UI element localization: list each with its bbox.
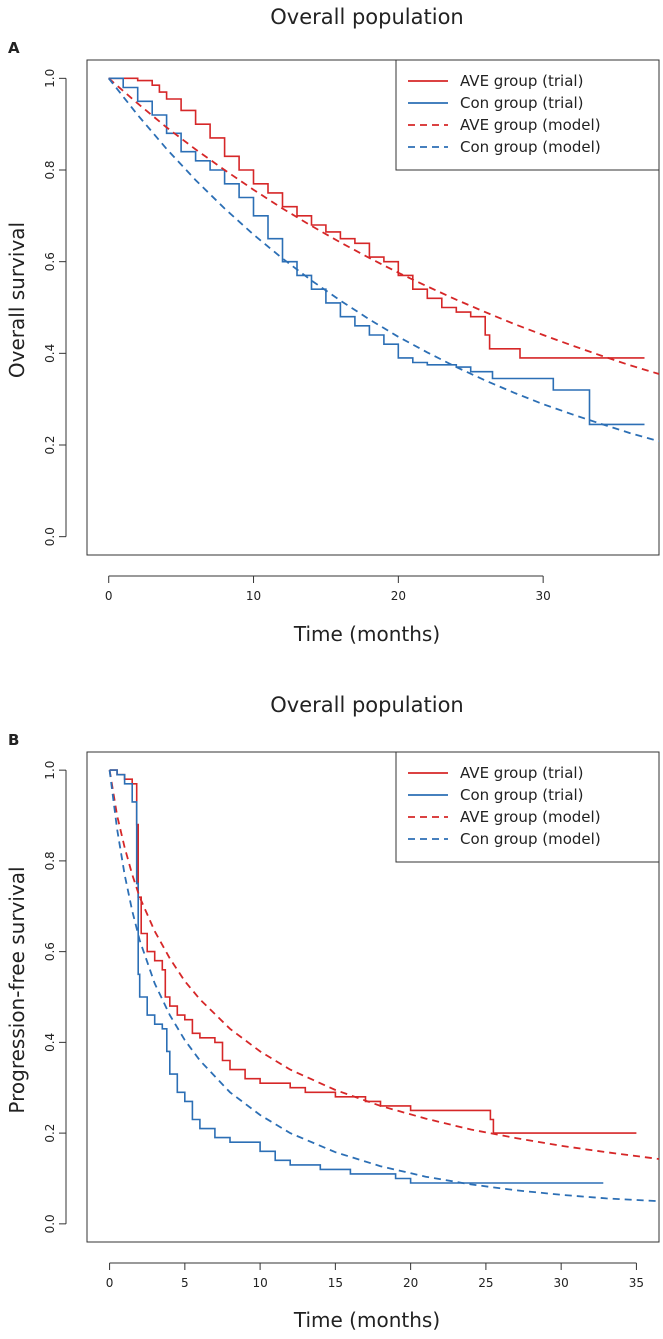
series-line-ave-group-trial	[109, 769, 637, 1134]
series-group	[107, 77, 659, 443]
legend-box	[395, 751, 660, 863]
panel-label-b: B	[8, 731, 19, 749]
y-tick-label: 0.2	[43, 1124, 57, 1143]
series-line-ave-group-model	[108, 769, 659, 1160]
chart-title: Overall population	[270, 5, 463, 29]
x-tick-label: 10	[246, 589, 261, 603]
legend-label: Con group (trial)	[460, 94, 584, 112]
legend-label: Con group (model)	[460, 138, 601, 156]
x-tick-label: 30	[554, 1276, 569, 1290]
y-tick-label: 0.6	[43, 942, 57, 961]
x-tick-label: 10	[252, 1276, 267, 1290]
x-tick-label: 35	[629, 1276, 644, 1290]
y-tick-label: 0.2	[43, 435, 57, 454]
y-tick-label: 0.0	[43, 527, 57, 546]
y-tick-label: 1.0	[43, 69, 57, 88]
legend: AVE group (trial) Con group (trial) AVE gr…	[395, 751, 660, 863]
legend-label: AVE group (model)	[460, 808, 601, 826]
legend-label: AVE group (trial)	[460, 764, 583, 782]
panel-label-a: A	[8, 39, 20, 57]
panel-b: B Overall population Time (months) Progr…	[5, 693, 660, 1332]
legend: AVE group (trial) Con group (trial) AVE gr…	[395, 59, 660, 171]
y-tick-label: 0.4	[43, 344, 57, 363]
plot-area	[86, 751, 660, 1243]
series-line-ave-group-trial	[108, 77, 645, 359]
chart-title: Overall population	[270, 693, 463, 717]
x-tick-label: 30	[536, 589, 551, 603]
y-tick-label: 0.0	[43, 1214, 57, 1233]
x-tick-label: 15	[328, 1276, 343, 1290]
series-line-con-group-model	[107, 77, 659, 443]
y-tick-label: 0.8	[43, 851, 57, 870]
legend-label: AVE group (model)	[460, 116, 601, 134]
x-axis-label: Time (months)	[293, 1308, 440, 1332]
series-group	[108, 769, 659, 1203]
legend-label: Con group (trial)	[460, 786, 584, 804]
x-tick-label: 20	[403, 1276, 418, 1290]
y-tick-label: 1.0	[43, 761, 57, 780]
y-tick-label: 0.6	[43, 252, 57, 271]
x-tick-label: 0	[105, 589, 113, 603]
x-tick-label: 20	[391, 589, 406, 603]
x-tick-label: 25	[478, 1276, 493, 1290]
plot-area	[86, 59, 660, 556]
y-axis-label: Progression-free survival	[5, 866, 29, 1113]
x-tick-label: 5	[181, 1276, 189, 1290]
x-axis-label: Time (months)	[293, 622, 440, 646]
y-tick-label: 0.4	[43, 1033, 57, 1052]
y-axis-label: Overall survival	[5, 222, 29, 378]
panel-a: A Overall population Time (months) Overa…	[5, 5, 660, 646]
legend-label: Con group (model)	[460, 830, 601, 848]
series-line-ave-group-model	[108, 77, 659, 375]
x-tick-label: 0	[106, 1276, 114, 1290]
series-line-con-group-trial	[109, 769, 604, 1184]
legend-box	[395, 59, 660, 171]
legend-label: AVE group (trial)	[460, 72, 583, 90]
series-line-con-group-model	[108, 769, 659, 1203]
y-tick-label: 0.8	[43, 160, 57, 179]
